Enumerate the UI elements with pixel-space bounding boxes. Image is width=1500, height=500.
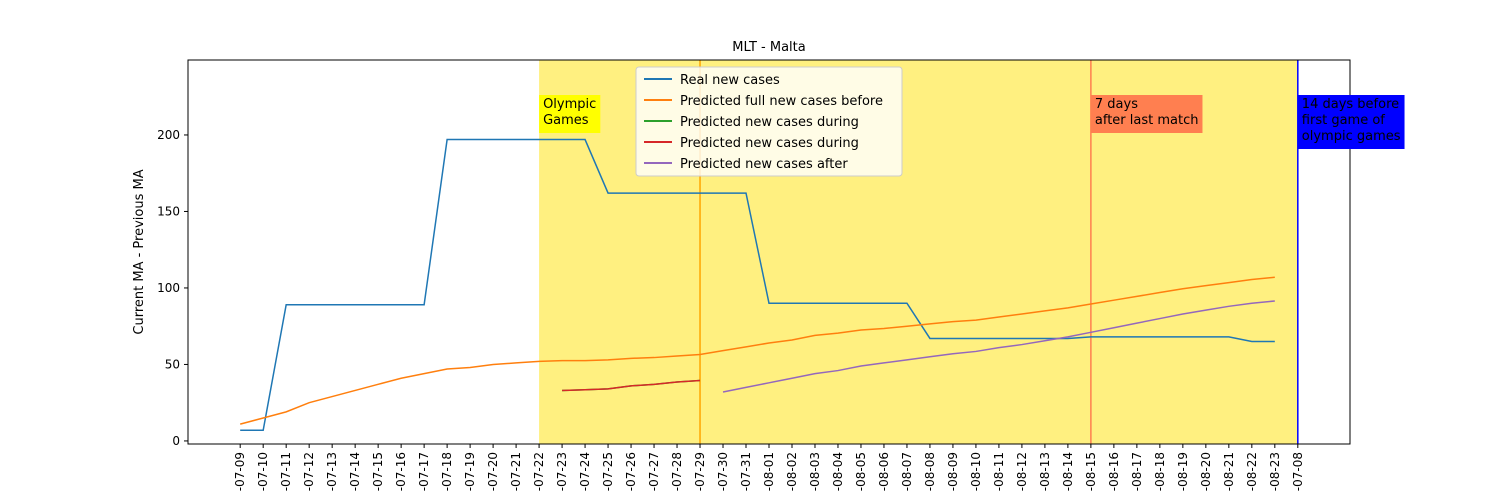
x-tick-label: -07-20 [486, 452, 500, 491]
annotation-text: 7 days [1095, 97, 1138, 112]
annotation-box [1297, 95, 1405, 149]
annotation-text: 14 days before [1302, 97, 1399, 112]
series-line [722, 300, 1275, 393]
x-tick-label: -07-21 [509, 452, 523, 491]
x-tick-label: -07-13 [325, 452, 339, 491]
x-tick-label: -07-11 [279, 452, 293, 491]
x-tick-label: -07-22 [532, 452, 546, 491]
x-tick-label: -07-23 [555, 452, 569, 491]
x-tick-label: -08-08 [923, 452, 937, 491]
x-tick-label: -08-10 [969, 452, 983, 491]
y-tick-label: 150 [157, 204, 180, 218]
x-tick-label: -08-06 [877, 452, 891, 491]
legend: Real new cases Predicted full new cases b… [635, 66, 903, 177]
x-tick-label: -07-16 [394, 452, 408, 491]
annotation-text: first game of [1302, 113, 1386, 128]
series-line [239, 276, 1275, 425]
annotation-box [1090, 95, 1203, 133]
legend-label: Predicted new cases during [680, 115, 859, 130]
x-tick-label: -08-22 [1245, 452, 1259, 491]
x-tick-label: -08-03 [808, 452, 822, 491]
annotation-text: after last match [1095, 113, 1199, 128]
x-tick-label: -08-17 [1130, 452, 1144, 491]
y-axis-label: Current MA - Previous MA [132, 169, 147, 334]
annotation-text: Games [543, 113, 589, 128]
x-tick-label: -08-12 [1015, 452, 1029, 491]
x-tick-label: -07-31 [739, 452, 753, 491]
x-tick-label: -07-26 [624, 452, 638, 491]
x-tick-label: -07-27 [647, 452, 661, 491]
series-line [240, 138, 1275, 431]
x-tick-label: -07-17 [417, 452, 431, 491]
x-tick-label: -07-30 [716, 452, 730, 491]
series-line [562, 379, 701, 392]
y-tick-label: 200 [157, 128, 180, 142]
plot-frame [187, 59, 1351, 445]
chart-title: MLT - Malta [732, 40, 805, 55]
x-tick-label: -08-04 [831, 452, 845, 491]
legend-label: Predicted full new cases before [680, 94, 883, 109]
x-tick-label: -08-01 [762, 452, 776, 491]
x-tick-label: -07-25 [601, 452, 615, 491]
legend-label: Real new cases [680, 73, 780, 88]
x-tick-label: -07-18 [440, 452, 454, 491]
x-tick-label: -08-13 [1038, 452, 1052, 491]
x-tick-label: -07-09 [233, 452, 247, 491]
x-tick-label: -07-08 [1291, 452, 1305, 491]
annotation-text: Olympic [543, 97, 596, 112]
annotation-box [539, 95, 601, 133]
x-tick-label: -07-12 [302, 452, 316, 491]
annotation-text: olympic games [1302, 129, 1401, 144]
x-tick-label: -07-14 [348, 452, 362, 491]
x-tick-label: -08-09 [946, 452, 960, 491]
x-tick-label: -08-19 [1176, 452, 1190, 491]
y-tick-label: 100 [157, 281, 180, 295]
x-tick-label: -07-15 [371, 452, 385, 491]
x-tick-label: -08-18 [1153, 452, 1167, 491]
x-tick-label: -08-07 [900, 452, 914, 491]
legend-label: Predicted new cases after [680, 157, 848, 172]
y-tick-label: 50 [165, 357, 180, 371]
x-tick-label: -07-10 [256, 452, 270, 491]
legend-label: Predicted new cases during [680, 136, 859, 151]
x-tick-label: -08-15 [1084, 452, 1098, 491]
x-tick-label: -08-11 [992, 452, 1006, 491]
legend-box [635, 66, 903, 177]
x-tick-label: -07-24 [578, 452, 592, 491]
x-tick-label: -08-21 [1222, 452, 1236, 491]
x-tick-label: -07-19 [463, 452, 477, 491]
x-tick-label: -08-20 [1199, 452, 1213, 491]
x-tick-label: -08-16 [1107, 452, 1121, 491]
y-tick-label: 0 [172, 434, 180, 448]
x-tick-label: -08-23 [1268, 452, 1282, 491]
x-tick-label: -08-14 [1061, 452, 1075, 491]
x-tick-label: -07-29 [693, 452, 707, 491]
x-tick-label: -08-02 [785, 452, 799, 491]
x-tick-label: -08-05 [854, 452, 868, 491]
x-tick-label: -07-28 [670, 452, 684, 491]
